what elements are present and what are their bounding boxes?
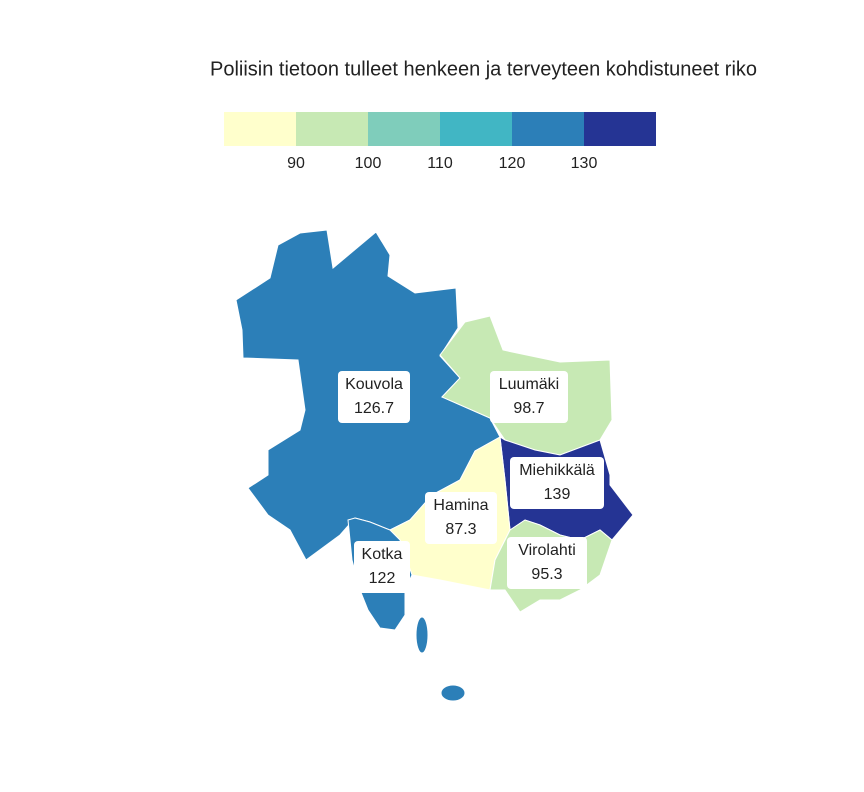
legend-swatch <box>296 112 368 146</box>
label-box <box>425 492 497 544</box>
legend-tick-label: 90 <box>287 155 305 172</box>
legend-tick-label: 120 <box>499 155 526 172</box>
region-name: Hamina <box>433 497 488 514</box>
region-value: 126.7 <box>354 400 394 417</box>
label-box <box>354 541 410 593</box>
label-box <box>507 537 587 589</box>
legend: 90 100 110 120 130 <box>224 112 656 172</box>
legend-swatch <box>584 112 656 146</box>
region-name: Miehikkälä <box>519 462 595 479</box>
legend-tick-label: 100 <box>355 155 382 172</box>
region-name: Luumäki <box>499 376 559 393</box>
region-shape <box>440 684 466 702</box>
label-box <box>510 457 604 509</box>
region-value: 139 <box>544 486 571 503</box>
region-name: Virolahti <box>518 542 576 559</box>
legend-tick-label: 130 <box>571 155 598 172</box>
region-name: Kotka <box>362 546 403 563</box>
legend-swatch <box>368 112 440 146</box>
legend-swatch <box>224 112 296 146</box>
map-title: Poliisin tietoon tulleet henkeen ja terv… <box>210 58 757 80</box>
region-value: 98.7 <box>513 400 544 417</box>
labels: Kouvola 126.7 Luumäki 98.7 Miehikkälä 139 Hami… <box>338 371 604 593</box>
legend-swatch <box>512 112 584 146</box>
legend-tick-label: 110 <box>427 155 453 172</box>
legend-swatch <box>440 112 512 146</box>
label-box <box>338 371 410 423</box>
region-value: 87.3 <box>445 521 476 538</box>
region-name: Kouvola <box>345 376 403 393</box>
label-box <box>490 371 568 423</box>
region-value: 122 <box>369 570 396 587</box>
region-value: 95.3 <box>531 566 562 583</box>
region-shape <box>415 616 429 654</box>
